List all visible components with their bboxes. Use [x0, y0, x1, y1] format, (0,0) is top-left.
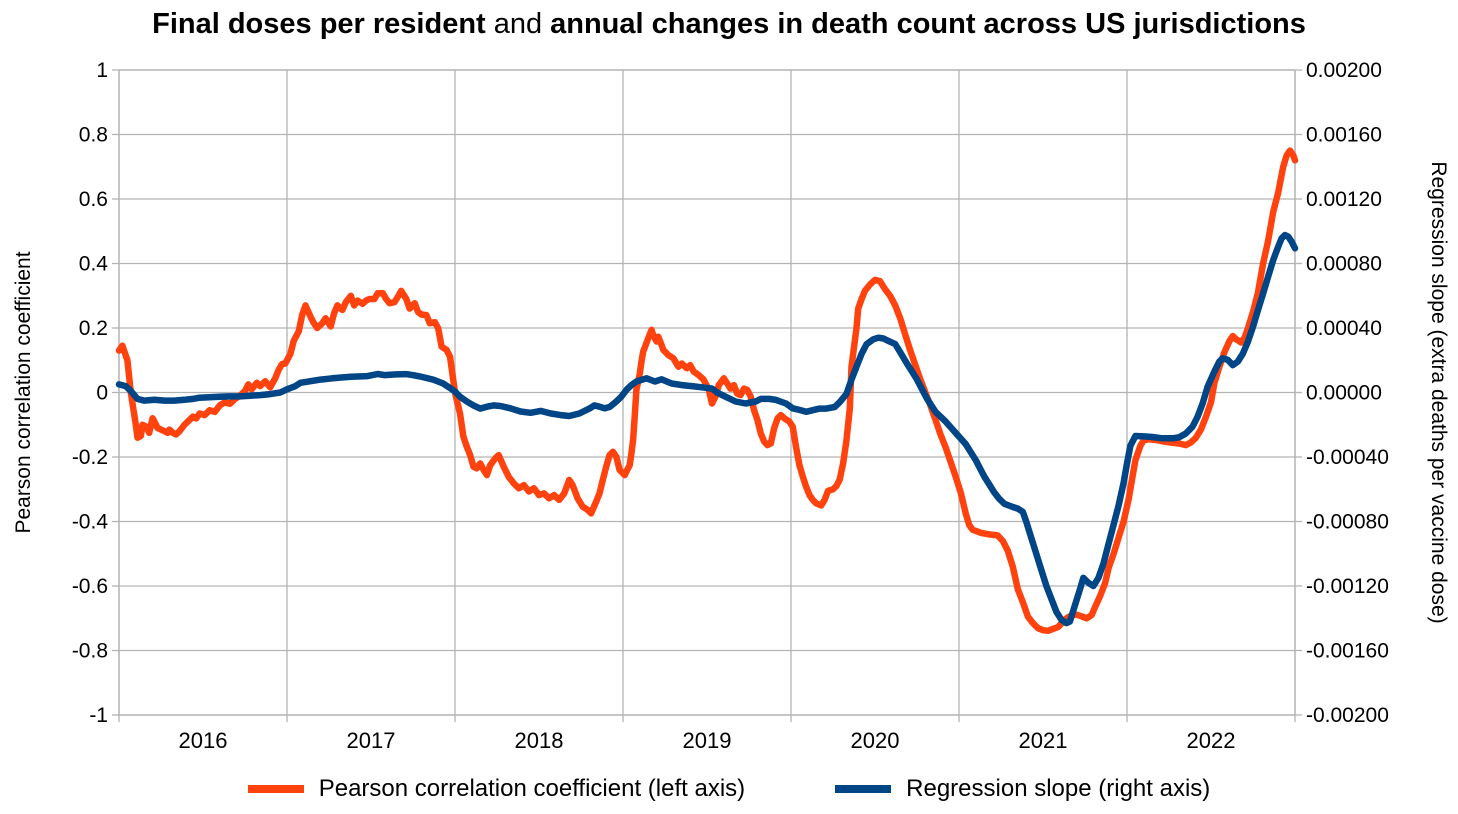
y-left-tick-label: 0 — [96, 382, 108, 405]
y-left-tick-label: 0.8 — [79, 124, 108, 147]
x-tick-label: 2017 — [347, 728, 396, 753]
y-left-tick-label: -0.6 — [72, 575, 108, 598]
y-right-tick-label: 0.00200 — [1306, 59, 1382, 82]
chart-title-normal: and — [493, 8, 543, 40]
y-left-axis-title: Pearson correlation coefficient — [12, 251, 35, 533]
y-left-tick-label: -0.2 — [72, 446, 108, 469]
y-right-tick-label: -0.00200 — [1306, 704, 1389, 727]
y-left-tick-label: 1 — [96, 59, 108, 82]
x-tick-label: 2022 — [1187, 728, 1236, 753]
legend-item-regression: Regression slope (right axis) — [835, 775, 1210, 803]
plot-frame — [118, 69, 1296, 716]
regression-series-line — [115, 231, 1299, 627]
chart-title: Final doses per resident and annual change… — [0, 7, 1458, 41]
x-tick-label: 2019 — [683, 728, 732, 753]
y-right-tick-label: -0.00080 — [1306, 511, 1389, 534]
chart-title-bold-2: annual changes in death count across US … — [550, 8, 1306, 40]
y-right-tick-label: -0.00160 — [1306, 640, 1389, 663]
regression-line-swatch — [835, 785, 892, 793]
y-left-tick-label: -1 — [89, 704, 108, 727]
y-right-tick-label: -0.00040 — [1306, 446, 1389, 469]
chart-legend: Pearson correlation coefficient (left ax… — [0, 775, 1458, 803]
x-tick-label: 2020 — [851, 728, 900, 753]
x-tick-label: 2021 — [1019, 728, 1068, 753]
x-tick-label: 2018 — [515, 728, 564, 753]
y-left-tick-label: 0.2 — [79, 317, 108, 340]
y-left-tick-label: -0.8 — [72, 640, 108, 663]
y-left-tick-label: -0.4 — [72, 511, 109, 534]
x-tick-label: 2016 — [179, 728, 228, 753]
y-right-tick-label: 0.00160 — [1306, 124, 1382, 147]
legend-item-pearson: Pearson correlation coefficient (left ax… — [247, 775, 746, 803]
y-left-tick-label: 0.6 — [79, 188, 108, 211]
y-right-tick-label: 0.00040 — [1306, 317, 1382, 340]
y-right-tick-label: 0.00080 — [1306, 253, 1382, 276]
y-right-tick-label: -0.00120 — [1306, 575, 1389, 598]
pearson-line-swatch — [247, 785, 304, 793]
y-right-tick-label: 0.00120 — [1306, 188, 1382, 211]
chart-title-bold-1: Final doses per resident — [152, 8, 486, 40]
legend-label-pearson: Pearson correlation coefficient (left ax… — [318, 775, 746, 802]
y-right-tick-label: 0.00000 — [1306, 382, 1382, 405]
legend-label-regression: Regression slope (right axis) — [906, 775, 1211, 802]
y-right-axis-title: Regression slope (extra deaths per vacci… — [1427, 161, 1450, 623]
y-left-tick-label: 0.4 — [79, 253, 109, 276]
